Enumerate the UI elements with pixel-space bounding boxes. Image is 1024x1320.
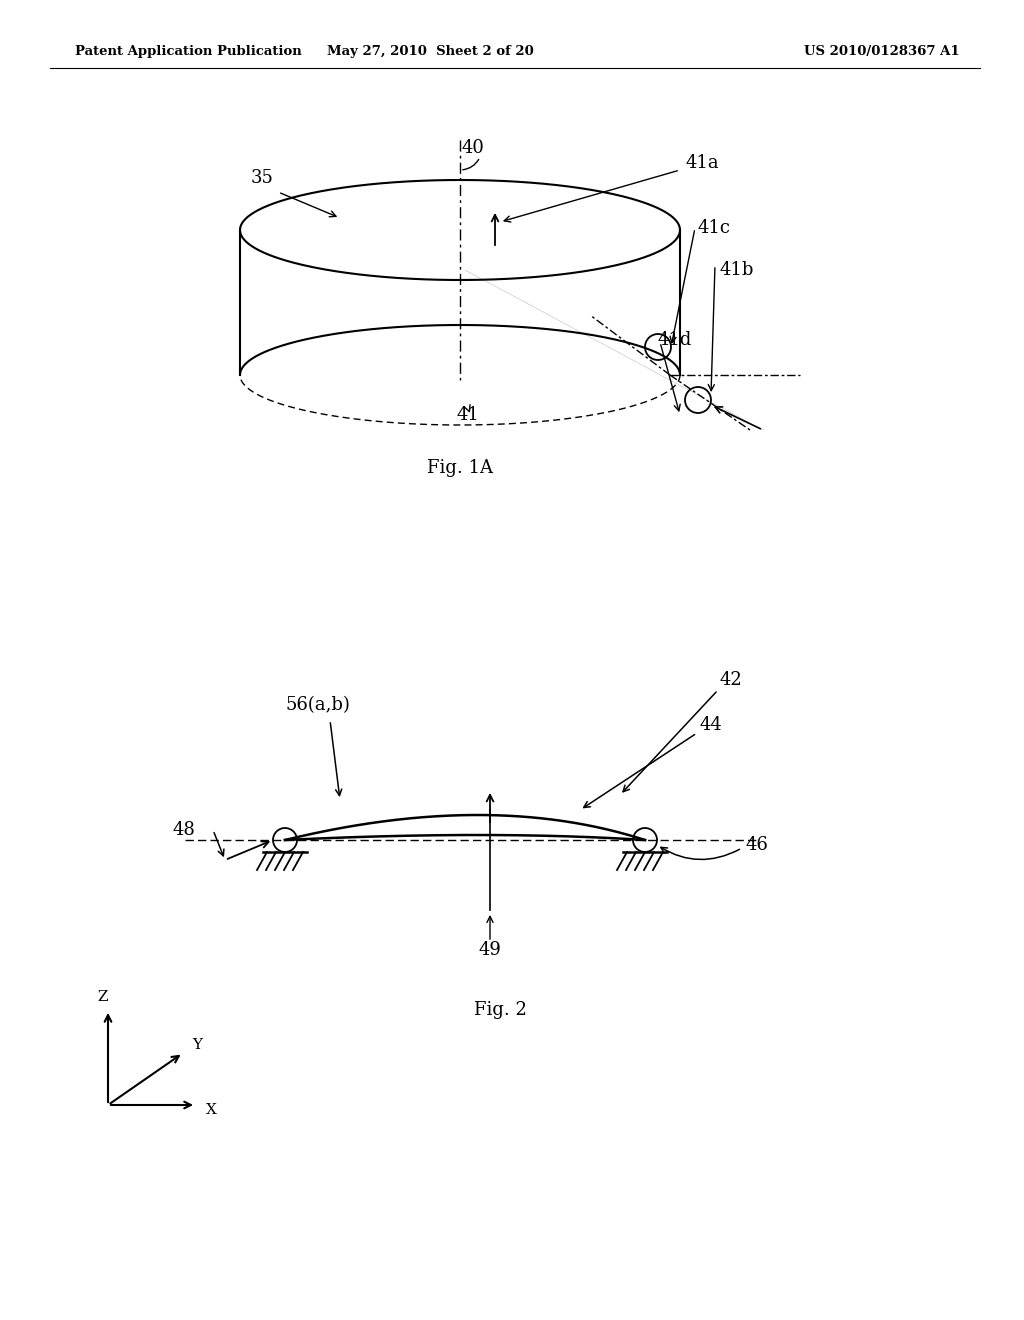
Text: 46: 46 <box>745 836 768 854</box>
Text: 41: 41 <box>457 407 479 424</box>
Text: 56(a,b): 56(a,b) <box>286 696 350 714</box>
Text: 41c: 41c <box>698 219 731 238</box>
Text: 42: 42 <box>720 671 742 689</box>
Text: 41b: 41b <box>720 261 755 279</box>
Text: 41d: 41d <box>658 331 692 348</box>
Text: Patent Application Publication: Patent Application Publication <box>75 45 302 58</box>
Text: Z: Z <box>97 990 109 1005</box>
Text: 48: 48 <box>172 821 195 840</box>
Text: Fig. 1A: Fig. 1A <box>427 459 493 477</box>
Text: X: X <box>206 1104 217 1117</box>
Text: 35: 35 <box>251 169 273 187</box>
Text: US 2010/0128367 A1: US 2010/0128367 A1 <box>805 45 961 58</box>
Text: 49: 49 <box>478 941 502 960</box>
Text: May 27, 2010  Sheet 2 of 20: May 27, 2010 Sheet 2 of 20 <box>327 45 534 58</box>
Text: Fig. 2: Fig. 2 <box>473 1001 526 1019</box>
Text: Y: Y <box>193 1038 202 1052</box>
Text: 44: 44 <box>700 715 723 734</box>
Text: 41a: 41a <box>685 154 719 172</box>
Text: 40: 40 <box>462 139 485 157</box>
